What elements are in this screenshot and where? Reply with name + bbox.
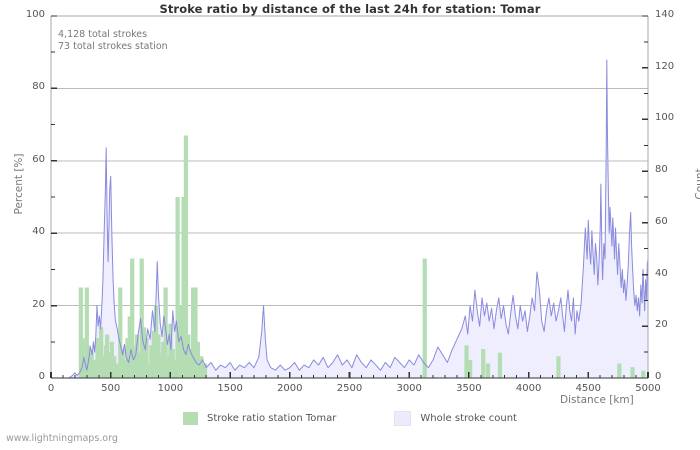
y-tick-label-right: 80	[655, 164, 668, 176]
stroke-ratio-bar	[158, 352, 163, 378]
stroke-ratio-bar	[78, 287, 83, 378]
stroke-ratio-bar	[630, 367, 635, 378]
stroke-ratio-bar	[195, 341, 200, 378]
stroke-ratio-bar	[161, 341, 166, 378]
y-tick-label-left: 20	[32, 298, 45, 310]
stroke-ratio-bar	[112, 356, 117, 378]
stroke-ratio-bar	[115, 363, 120, 378]
stroke-ratio-bar	[156, 334, 161, 378]
stroke-ratio-bar	[89, 352, 94, 378]
x-tick-label: 5000	[635, 383, 661, 394]
stroke-ratio-bar	[127, 316, 132, 378]
stroke-ratio-bar	[118, 287, 123, 378]
x-tick-label: 1000	[157, 383, 184, 394]
stroke-ratio-bar	[464, 345, 469, 378]
x-tick-label: 1500	[217, 383, 243, 394]
stroke-ratio-bar	[146, 363, 152, 378]
stroke-ratio-bar	[485, 363, 491, 378]
stroke-ratio-bar	[170, 349, 175, 378]
footer-watermark: www.lightningmaps.org	[6, 433, 118, 444]
stroke-ratio-bar	[467, 359, 473, 378]
x-tick-label: 3000	[396, 383, 422, 394]
stroke-ratio-bar	[193, 287, 198, 378]
annotation-total-strokes: 4,128 total strokes	[58, 29, 148, 40]
x-tick-label: 3500	[456, 383, 482, 394]
stroke-ratio-bar	[202, 363, 208, 378]
stroke-ratio-bar	[188, 349, 193, 378]
stroke-ratio-bar	[101, 356, 106, 378]
stroke-ratio-bar	[168, 323, 173, 378]
stroke-ratio-bar	[497, 352, 503, 378]
x-tick-label: 4000	[515, 383, 542, 394]
stroke-ratio-bar	[179, 305, 184, 378]
stroke-ratio-bar	[137, 352, 142, 378]
stroke-ratio-bar	[84, 287, 89, 378]
legend-swatch-lavender	[394, 411, 412, 426]
stroke-ratio-bar	[99, 327, 104, 378]
x-tick-label: 0	[47, 383, 55, 394]
stroke-ratio-bar	[95, 338, 100, 378]
y-tick-label-right: 60	[655, 215, 668, 227]
y-tick-label-right: 100	[655, 112, 675, 124]
x-axis-label: Distance [km]	[560, 394, 634, 406]
stroke-ratio-bar	[186, 334, 191, 378]
whole-stroke-count-line	[51, 59, 649, 379]
y-tick-label-right: 120	[655, 60, 675, 72]
x-tick-label: 2500	[336, 383, 363, 394]
legend-label-stroke-ratio: Stroke ratio station Tomar	[207, 413, 337, 424]
stroke-ratio-bar	[641, 370, 646, 378]
legend-item-stroke-ratio: Stroke ratio station Tomar	[183, 412, 336, 425]
stroke-ratio-bar	[149, 345, 154, 378]
stroke-ratio-bar	[183, 135, 189, 378]
stroke-ratio-bar	[105, 334, 110, 378]
chart-legend: Stroke ratio station Tomar Whole stroke …	[0, 411, 700, 426]
y-tick-label-left: 60	[32, 153, 45, 165]
stroke-ratio-bar	[173, 359, 178, 378]
stroke-ratio-bar	[82, 363, 87, 378]
stroke-ratio-bar	[165, 356, 171, 378]
stroke-ratio-bar	[125, 338, 130, 378]
stroke-ratio-bar	[122, 359, 127, 378]
stroke-ratio-bar	[107, 352, 112, 378]
y-axis-right-label: Count	[694, 168, 700, 200]
stroke-ratio-bar	[190, 287, 196, 378]
y-tick-label-right: 40	[655, 267, 668, 279]
x-tick-label: 2000	[277, 383, 303, 394]
stroke-ratio-bar	[617, 363, 622, 378]
x-tick-label: 500	[101, 383, 121, 394]
x-tick-label: 4500	[575, 383, 602, 394]
stroke-ratio-bar	[134, 334, 140, 378]
chart-title: Stroke ratio by distance of the last 24h…	[159, 2, 541, 16]
y-tick-label-right: 0	[655, 371, 662, 382]
y-tick-label-left: 80	[32, 81, 45, 93]
legend-swatch-green	[183, 412, 199, 425]
legend-label-whole-stroke-count: Whole stroke count	[420, 413, 517, 424]
stroke-ratio-bar	[151, 330, 156, 378]
stroke-ratio-bar	[80, 338, 85, 378]
stroke-ratio-bar	[142, 327, 147, 378]
y-tick-label-left: 40	[32, 226, 45, 238]
stroke-ratio-bar	[130, 258, 135, 378]
stroke-ratio-bar	[109, 341, 114, 378]
y-tick-label-left: 0	[38, 371, 45, 382]
stroke-ratio-bar	[153, 305, 159, 378]
stroke-ratio-bar	[91, 359, 97, 378]
legend-item-whole-stroke-count: Whole stroke count	[394, 411, 517, 426]
stroke-ratio-bar	[422, 258, 427, 378]
stroke-ratio-bar	[132, 345, 137, 378]
y-tick-label-left: 100	[25, 9, 45, 20]
stroke-ratio-bar	[181, 197, 186, 378]
y-tick-label-right: 140	[655, 9, 675, 20]
stroke-ratio-bar	[139, 258, 144, 378]
stroke-ratio-bar	[199, 356, 204, 378]
y-tick-label-right: 20	[655, 319, 668, 331]
stroke-ratio-bar	[175, 197, 180, 378]
annotation-total-strokes-station: 73 total strokes station	[58, 41, 168, 52]
stroke-ratio-bar	[144, 338, 149, 378]
stroke-ratio-bar	[481, 349, 486, 378]
stroke-ratio-bar	[556, 356, 561, 378]
